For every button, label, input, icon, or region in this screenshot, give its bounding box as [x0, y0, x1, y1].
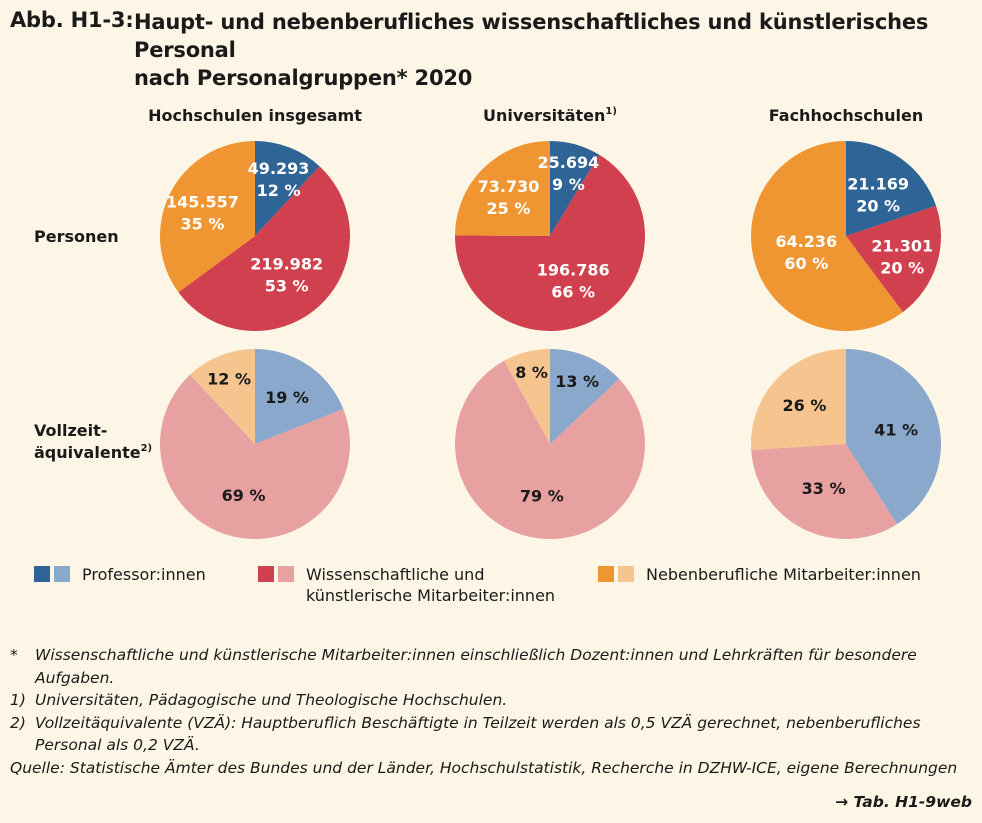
data-label-value: 219.982: [250, 254, 323, 273]
data-label-percent: 25 %: [487, 199, 531, 218]
pie-slice-part-time-staff: [455, 141, 550, 236]
footnote-marker: 1): [10, 691, 26, 709]
data-label-value: 145.557: [166, 192, 239, 211]
pie-slice-part-time-staff: [189, 349, 255, 444]
pie-slice-professors: [550, 141, 600, 236]
data-label-percent: 53 %: [265, 276, 309, 295]
legend-swatch-scientific-staff-light: [278, 566, 294, 582]
pie-slice-scientific-staff: [454, 154, 645, 331]
figure-label: Abb. H1-3:: [10, 8, 134, 32]
footnote-asterisk: * Wissenschaftliche und künstlerische Mit…: [10, 644, 970, 689]
column-header: Fachhochschulen: [769, 106, 923, 125]
data-label-percent: 41 %: [874, 420, 918, 439]
pie-1: [160, 141, 350, 331]
pie-slice-professors: [550, 349, 620, 444]
legend-swatch-part-time-dark: [598, 566, 614, 582]
legend-label-scientific-staff: Wissenschaftliche und künstlerische Mita…: [306, 564, 555, 606]
column-header: Universitäten1): [483, 106, 617, 125]
pie-slice-professors: [255, 141, 320, 236]
data-label-value: 21.301: [871, 237, 933, 256]
pie-slice-part-time-staff: [504, 349, 550, 444]
source-note: Quelle: Statistische Ämter des Bundes un…: [10, 758, 958, 777]
chart-title-line-2: nach Personalgruppen* 2020: [134, 66, 473, 90]
data-label-value: 25.694: [538, 153, 600, 172]
chart-title-line-1: Haupt- und nebenberufliches wissenschaft…: [134, 10, 929, 62]
data-label-value: 196.786: [537, 260, 610, 279]
footnotes: * Wissenschaftliche und künstlerische Mit…: [10, 644, 970, 779]
row-label-personen: Personen: [34, 227, 119, 246]
legend-item-part-time-staff: Nebenberufliche Mitarbeiter:innen: [598, 564, 921, 585]
data-label-percent: 79 %: [520, 487, 564, 506]
pie-slice-scientific-staff: [846, 205, 941, 313]
legend-label-scientific-staff-line-1: Wissenschaftliche und: [306, 565, 485, 584]
footnote-text: Vollzeitäquivalente (VZÄ): Hauptberuflic…: [35, 713, 921, 755]
pie-slice-professors: [846, 349, 942, 525]
pie-2: [454, 141, 645, 331]
data-label-value: 49.293: [248, 159, 310, 178]
footnote-marker: *: [10, 646, 18, 664]
row-label-footnote: 2): [141, 443, 153, 454]
data-label-percent: 26 %: [783, 396, 827, 415]
pie-slice-part-time-staff: [751, 141, 903, 331]
row-label-vza-line-1: Vollzeit-: [34, 421, 107, 440]
chart-title: Haupt- und nebenberufliches wissenschaft…: [134, 8, 974, 92]
legend-swatch-part-time-light: [618, 566, 634, 582]
data-label-percent: 33 %: [802, 479, 846, 498]
footnote-marker: 2): [10, 713, 26, 732]
legend-label-professors: Professor:innen: [82, 565, 206, 584]
data-label-value: 73.730: [478, 177, 540, 196]
data-label-percent: 69 %: [222, 486, 266, 505]
legend-swatch-professors-dark: [34, 566, 50, 582]
pie-slice-scientific-staff: [454, 360, 646, 539]
legend-item-scientific-staff: Wissenschaftliche und künstlerische Mita…: [258, 564, 555, 605]
column-header: Hochschulen insgesamt: [148, 106, 362, 125]
footnote-text: Universitäten, Pädagogische und Theologi…: [35, 691, 508, 709]
pie-slice-scientific-staff: [160, 374, 350, 539]
table-reference: → Tab. H1-9web: [835, 793, 972, 811]
pie-slice-scientific-staff: [178, 166, 350, 331]
data-label-percent: 9 %: [552, 175, 585, 194]
data-label-value: 21.169: [847, 174, 909, 193]
pie-slice-scientific-staff: [751, 444, 897, 539]
pie-slice-professors: [255, 349, 344, 444]
legend-swatch-scientific-staff-dark: [258, 566, 274, 582]
data-label-percent: 12 %: [207, 370, 251, 389]
data-label-percent: 20 %: [880, 259, 924, 278]
pie-5: [454, 349, 646, 539]
data-label-percent: 20 %: [856, 196, 900, 215]
pie-slice-part-time-staff: [750, 349, 846, 450]
row-label-vza-line-2: äquivalente2): [34, 443, 152, 462]
legend-swatch-professors-light: [54, 566, 70, 582]
legend-label-scientific-staff-line-2: künstlerische Mitarbeiter:innen: [306, 586, 556, 605]
footnote-1: 1) Universitäten, Pädagogische und Theolo…: [10, 689, 970, 712]
pie-slice-professors: [846, 141, 937, 236]
pie-slice-part-time-staff: [160, 141, 255, 293]
data-label-percent: 12 %: [257, 181, 301, 200]
data-label-percent: 60 %: [784, 254, 828, 273]
data-label-percent: 13 %: [555, 372, 599, 391]
data-label-percent: 35 %: [181, 214, 225, 233]
footnote-2: 2) Vollzeitäquivalente (VZÄ): Hauptberufl…: [10, 712, 970, 757]
data-label-percent: 19 %: [265, 388, 309, 407]
pie-charts: Hochschulen insgesamt Universitäten1) Fach…: [34, 106, 942, 539]
legend-item-professors: Professor:innen: [34, 564, 206, 585]
data-label-value: 64.236: [775, 232, 837, 251]
legend-label-part-time-staff: Nebenberufliche Mitarbeiter:innen: [646, 565, 921, 584]
pie-4: [160, 349, 350, 539]
data-label-percent: 66 %: [551, 282, 595, 301]
data-label-percent: 8 %: [515, 363, 548, 382]
pie-6: [750, 349, 942, 539]
pie-3: [751, 141, 941, 331]
footnote-text: Wissenschaftliche und künstlerische Mita…: [35, 646, 917, 687]
column-header-footnote: 1): [605, 106, 617, 117]
